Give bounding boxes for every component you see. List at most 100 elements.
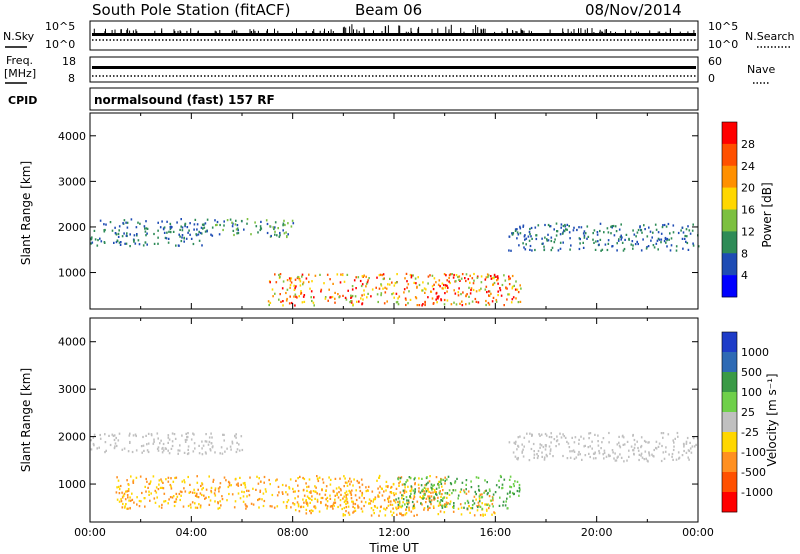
velocity-data-cell — [430, 503, 432, 506]
velocity-data-cell — [672, 439, 674, 442]
power-data-cell — [493, 277, 495, 280]
velocity-data-cell — [357, 506, 360, 509]
power-data-cell — [607, 239, 610, 242]
power-data-cell — [136, 234, 138, 237]
power-data-cell — [615, 230, 618, 233]
velocity-data-cell — [481, 502, 483, 505]
power-data-cell — [677, 231, 680, 235]
velocity-data-cell — [183, 451, 186, 454]
power-data-cell — [480, 281, 483, 284]
velocity-data-cell — [326, 496, 329, 499]
power-data-cell — [675, 249, 678, 252]
velocity-colorbar-swatch — [722, 492, 737, 513]
velocity-data-cell — [345, 506, 348, 509]
power-data-cell — [468, 302, 471, 305]
velocity-data-cell — [318, 493, 321, 496]
velocity-data-cell — [499, 474, 502, 478]
velocity-data-cell — [114, 442, 117, 445]
power-data-cell — [510, 249, 512, 252]
velocity-data-cell — [541, 451, 543, 454]
velocity-data-cell — [531, 434, 533, 437]
velocity-data-cell — [386, 506, 388, 510]
velocity-data-cell — [325, 485, 328, 488]
velocity-data-cell — [295, 479, 297, 482]
velocity-data-cell — [145, 477, 147, 481]
power-data-cell — [519, 227, 522, 230]
velocity-data-cell — [144, 505, 146, 508]
velocity-data-cell — [324, 493, 327, 496]
power-data-cell — [383, 302, 386, 305]
power-data-cell — [232, 229, 235, 232]
velocity-data-cell — [424, 493, 426, 496]
velocity-data-cell — [506, 492, 509, 495]
velocity-data-cell — [372, 498, 375, 501]
noise-spike — [136, 31, 138, 33]
velocity-data-cell — [445, 505, 448, 508]
velocity-data-cell — [481, 493, 483, 496]
velocity-data-cell — [116, 498, 119, 501]
power-data-cell — [657, 248, 659, 251]
power-data-cell — [344, 296, 347, 299]
power-data-cell — [126, 226, 129, 229]
power-data-cell — [475, 300, 478, 303]
power-data-cell — [310, 296, 312, 299]
velocity-data-cell — [244, 486, 247, 489]
power-data-cell — [168, 230, 170, 233]
velocity-data-cell — [212, 480, 214, 483]
velocity-data-cell — [171, 496, 174, 499]
velocity-data-cell — [541, 455, 543, 458]
velocity-data-cell — [449, 502, 451, 506]
velocity-data-cell — [601, 441, 603, 444]
noise-spike — [180, 31, 182, 33]
power-data-cell — [111, 229, 114, 232]
power-data-cell — [216, 223, 218, 226]
velocity-data-cell — [439, 510, 442, 513]
power-data-cell — [443, 303, 446, 306]
power-data-cell — [669, 249, 672, 252]
velocity-data-cell — [514, 480, 516, 483]
power-data-cell — [490, 292, 492, 295]
velocity-data-cell — [385, 485, 387, 488]
power-data-cell — [414, 277, 417, 280]
velocity-data-cell — [245, 507, 247, 510]
velocity-data-cell — [183, 487, 185, 490]
power-data-cell — [288, 277, 291, 280]
velocity-data-cell — [578, 442, 580, 445]
velocity-data-cell — [90, 448, 93, 451]
power-data-cell — [337, 293, 339, 296]
power-data-cell — [620, 234, 622, 237]
velocity-data-cell — [509, 475, 512, 478]
velocity-data-cell — [550, 441, 552, 444]
velocity-colorbar-tick: 25 — [741, 406, 755, 419]
power-data-cell — [176, 221, 178, 224]
power-data-cell — [565, 228, 567, 231]
power-data-cell — [461, 273, 464, 276]
velocity-data-cell — [486, 493, 489, 496]
power-data-cell — [566, 228, 568, 231]
velocity-data-cell — [252, 487, 254, 490]
velocity-data-cell — [343, 475, 345, 478]
velocity-data-cell — [398, 484, 400, 487]
velocity-data-cell — [405, 490, 408, 493]
power-data-cell — [410, 274, 413, 277]
power-data-cell — [214, 219, 216, 222]
velocity-data-cell — [148, 482, 150, 486]
velocity-data-cell — [354, 494, 357, 497]
velocity-data-cell — [446, 502, 449, 505]
velocity-data-cell — [192, 432, 194, 435]
noise-spike — [649, 30, 651, 33]
velocity-data-cell — [203, 494, 205, 497]
velocity-data-cell — [408, 476, 411, 479]
power-data-cell — [441, 287, 444, 290]
power-data-cell — [534, 226, 537, 229]
velocity-data-cell — [474, 490, 477, 493]
velocity-data-cell — [523, 445, 525, 448]
power-data-cell — [465, 273, 468, 276]
noise-sky-label: N.Sky — [3, 30, 35, 43]
power-data-cell — [395, 281, 398, 284]
power-data-cell — [269, 281, 271, 284]
power-data-cell — [405, 298, 407, 301]
velocity-colorbar-label: Velocity [m s⁻¹] — [765, 373, 779, 466]
power-data-cell — [246, 222, 248, 225]
velocity-data-cell — [421, 477, 423, 480]
